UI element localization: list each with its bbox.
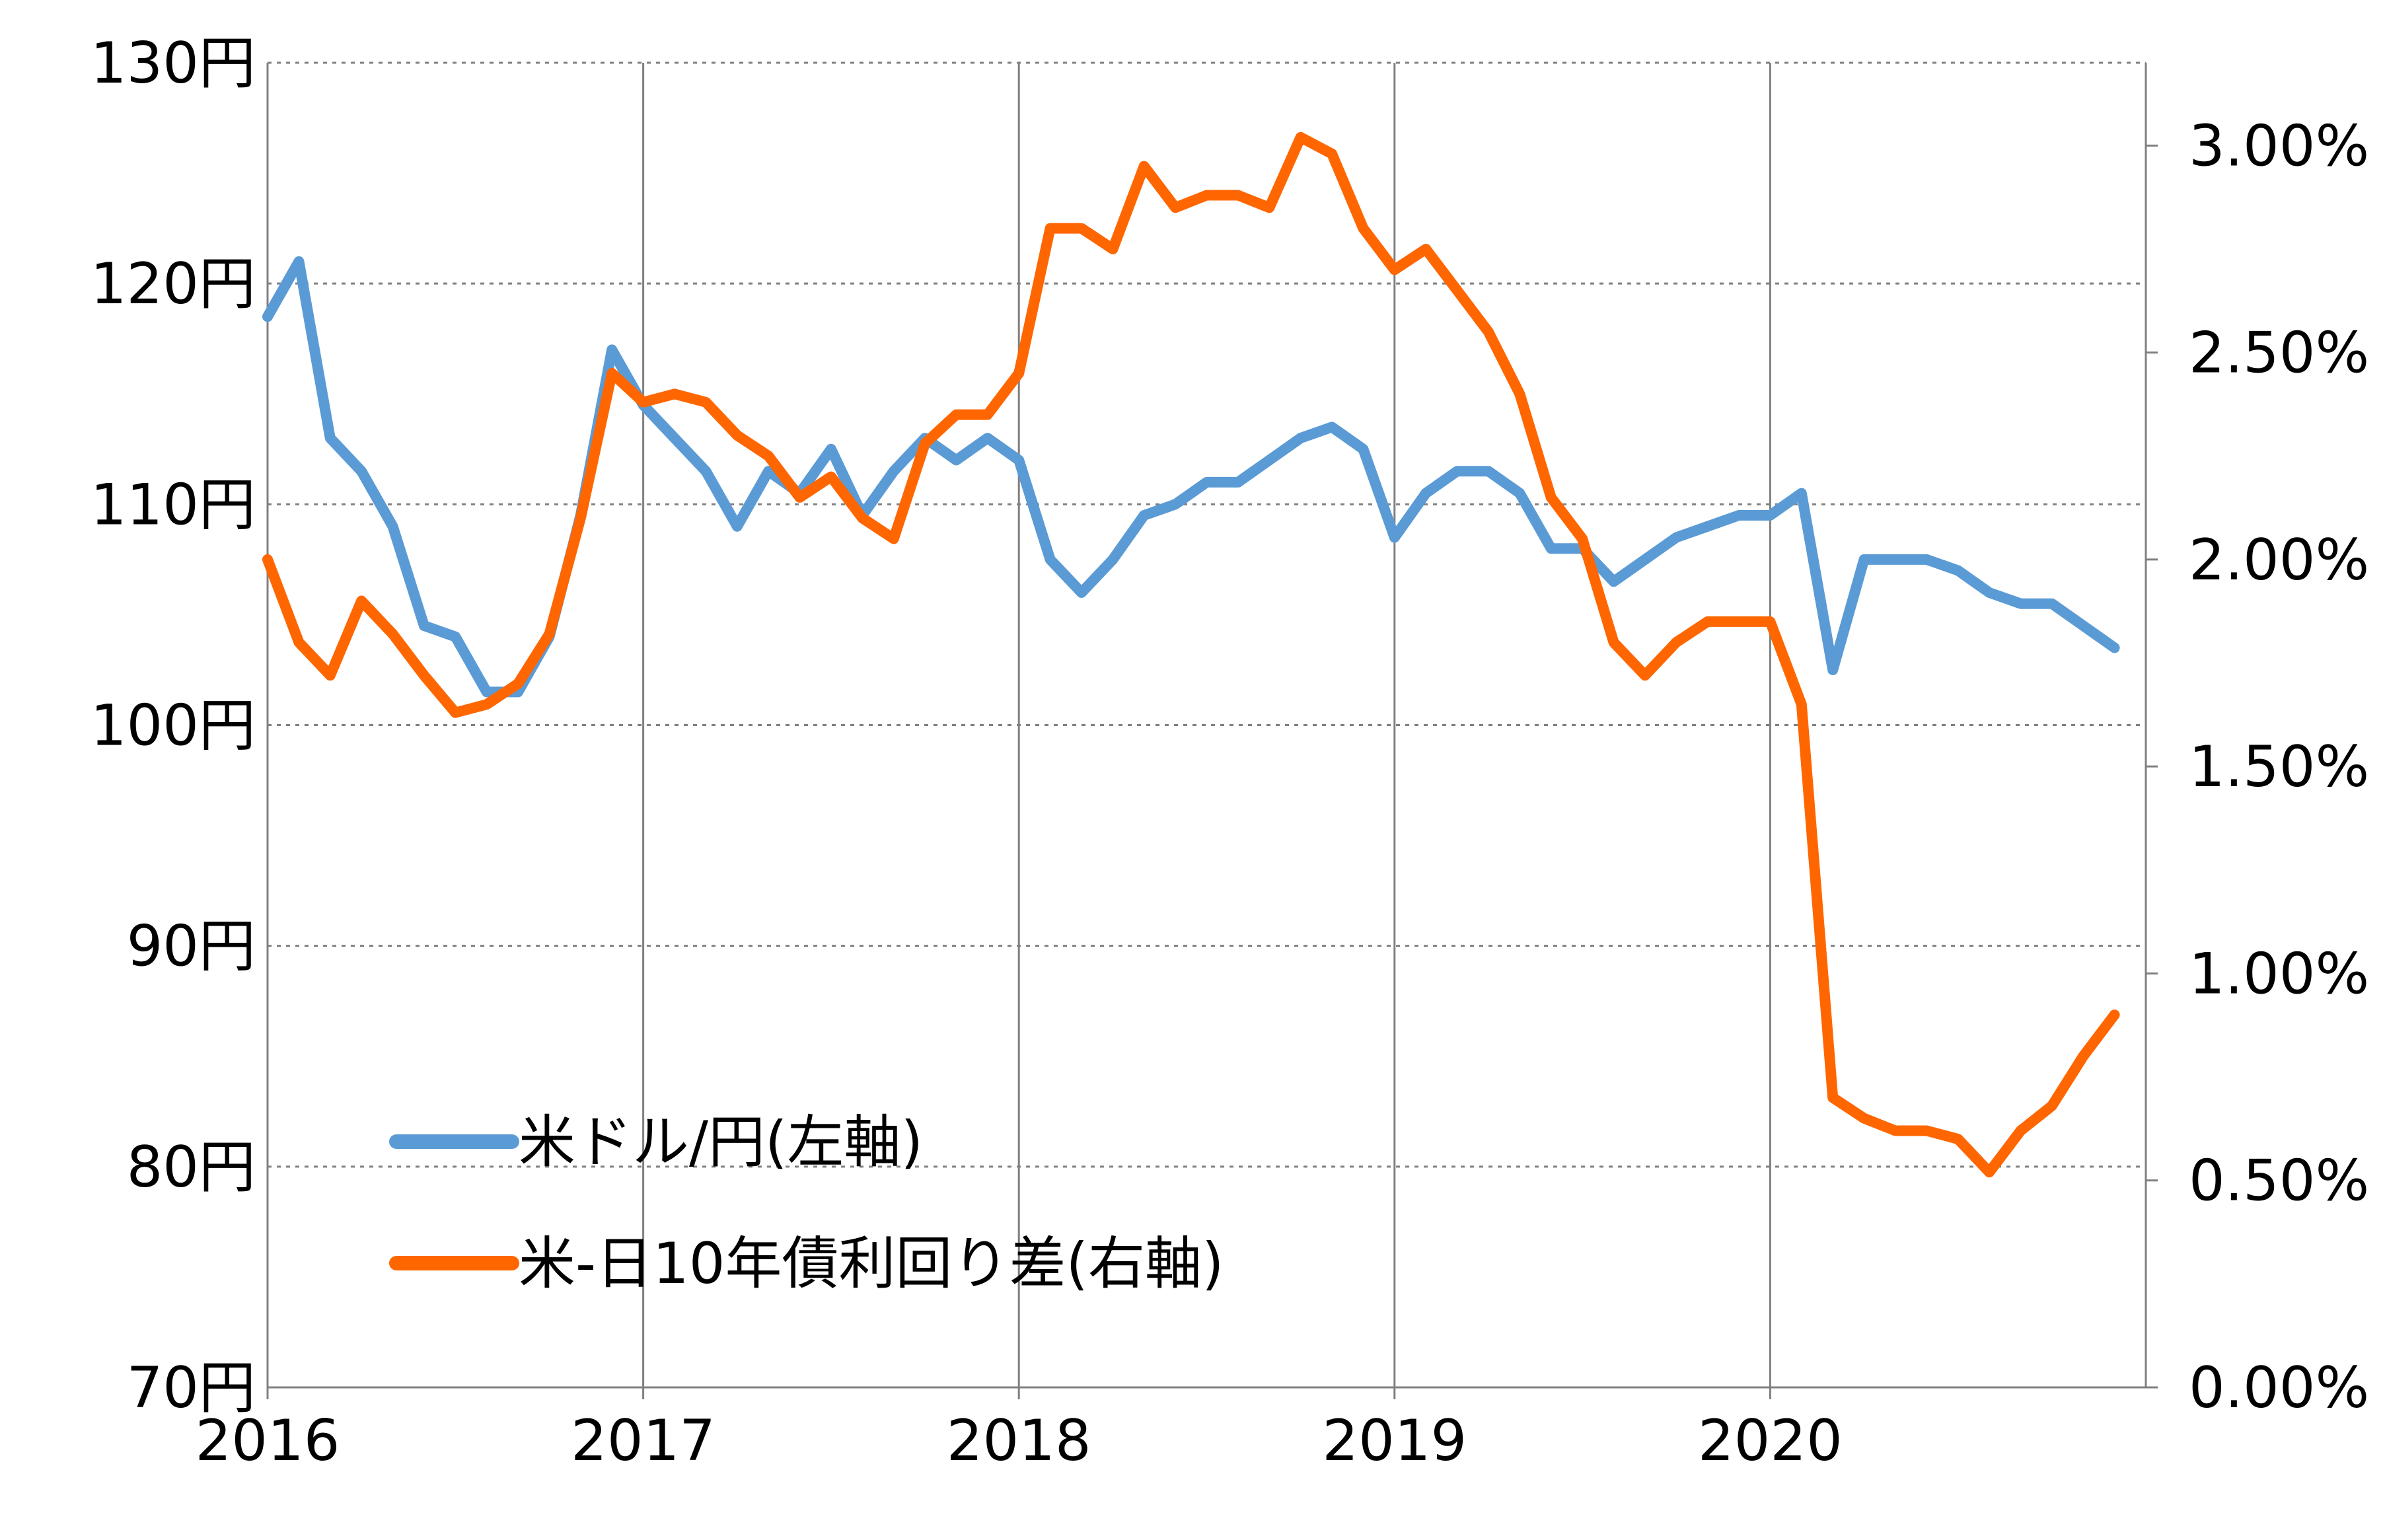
axes: [266, 63, 2158, 1399]
legend-item-usdjpy: 米ドル/円(左軸): [389, 1109, 923, 1175]
x-tick-label: 2019: [1322, 1408, 1467, 1474]
right-tick-label: 1.50%: [2189, 734, 2369, 800]
x-tick-label: 2018: [947, 1408, 1091, 1474]
x-tick-label: 2016: [196, 1408, 340, 1474]
right-tick-label: 0.50%: [2189, 1148, 2369, 1214]
left-tick-label: 100円: [91, 693, 256, 759]
left-tick-label: 110円: [91, 472, 256, 538]
right-tick-label: 2.50%: [2189, 320, 2369, 386]
right-tick-label: 0.00%: [2189, 1355, 2369, 1421]
right-tick-label: 3.00%: [2189, 113, 2369, 179]
right-tick-label: 1.00%: [2189, 941, 2369, 1007]
series-line-usdjpy: [262, 256, 2120, 698]
legend-label-yield-spread: 米-日10年債利回り差(右軸): [519, 1231, 1224, 1297]
right-tick-label: 2.00%: [2189, 527, 2369, 593]
left-tick-label: 120円: [91, 251, 256, 317]
left-tick-label: 130円: [91, 30, 256, 96]
series-lines: [262, 131, 2120, 1178]
legend-label-usdjpy: 米ドル/円(左軸): [519, 1109, 923, 1175]
left-tick-label: 70円: [127, 1355, 256, 1421]
series-line-yield-spread: [262, 131, 2120, 1178]
grid-lines: [268, 61, 2146, 1387]
legend: 米ドル/円(左軸) 米-日10年債利回り差(右軸): [389, 1109, 1224, 1297]
tick-labels: 70円 80円 90円 100円 110円 120円 130円 0.00% 0.50% 1.00%…: [91, 30, 2369, 1474]
x-tick-label: 2020: [1698, 1408, 1843, 1474]
left-tick-label: 80円: [127, 1134, 256, 1200]
left-tick-label: 90円: [127, 914, 256, 980]
x-tick-label: 2017: [571, 1408, 716, 1474]
legend-item-yield-spread: 米-日10年債利回り差(右軸): [389, 1231, 1224, 1297]
